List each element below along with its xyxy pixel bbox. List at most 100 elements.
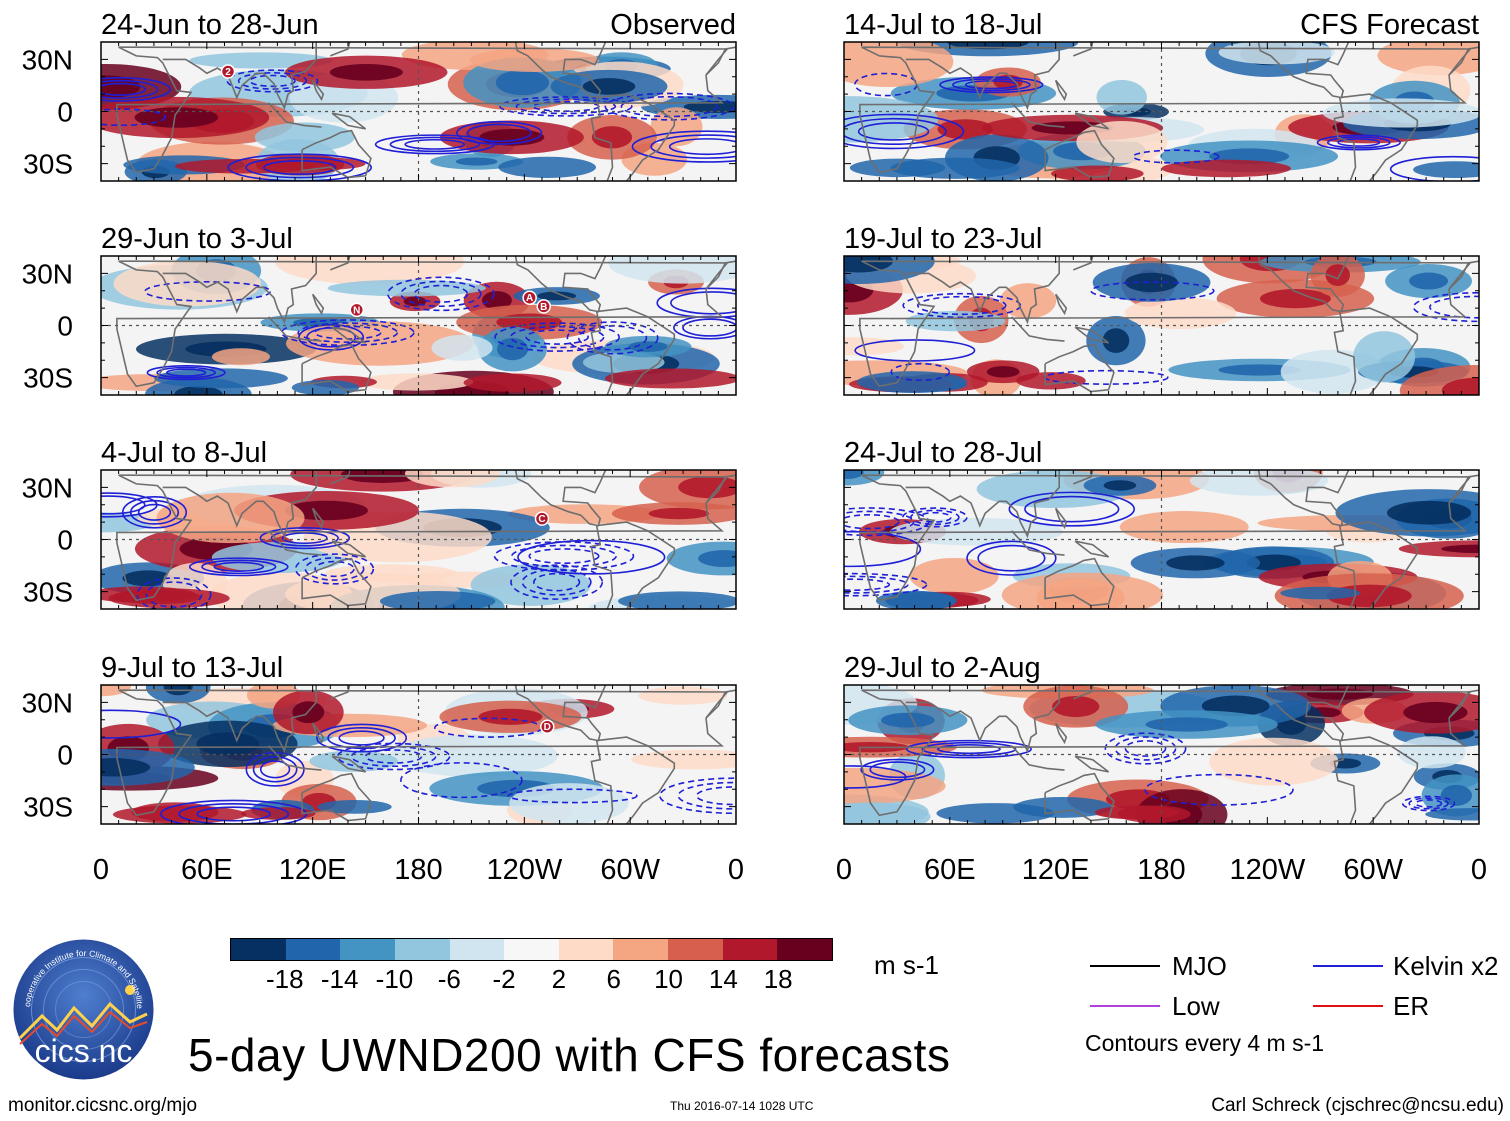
kelvin-contour <box>404 138 466 150</box>
anomaly-blob <box>509 783 629 824</box>
kelvin-contour <box>252 756 298 783</box>
panel-period-label: 19-Jul to 23-Jul <box>844 223 1042 255</box>
wind-field <box>844 685 1479 824</box>
anomaly-blob <box>285 321 474 366</box>
kelvin-contour <box>1316 134 1401 151</box>
coastline <box>116 689 729 817</box>
map-panel: D <box>100 684 737 825</box>
kelvin-contour <box>844 575 909 594</box>
kelvin-contour <box>1144 773 1294 806</box>
y-tick-label: 30N <box>22 687 73 718</box>
coastline <box>1054 79 1068 102</box>
anomaly-core <box>1441 377 1479 395</box>
kelvin-contour <box>316 723 408 753</box>
coastline <box>1044 557 1115 607</box>
storm-marker-label: 2 <box>225 67 231 78</box>
footer-url[interactable]: monitor.cicsnc.org/mjo <box>8 1095 198 1116</box>
y-tick-label: 30N <box>22 258 73 289</box>
y-tick-label: 30S <box>23 363 73 394</box>
anomaly-core <box>591 126 633 149</box>
kelvin-contour <box>270 529 339 547</box>
jet-feature <box>1094 805 1180 820</box>
coastline <box>1257 42 1350 99</box>
anomaly-blob <box>390 734 558 777</box>
anomaly-blob <box>469 48 600 72</box>
x-tick-label: 60E <box>181 854 233 886</box>
coastline <box>1074 326 1110 344</box>
storm-marker-label: D <box>544 722 551 733</box>
anomaly-core <box>101 758 151 777</box>
anomaly-blob <box>638 686 728 705</box>
anomaly-blob <box>431 334 493 361</box>
coastline <box>330 42 351 57</box>
kelvin-contour <box>507 788 638 804</box>
kelvin-contour <box>566 321 659 355</box>
coastline <box>331 112 367 130</box>
coastline <box>311 722 325 745</box>
kelvin-contour <box>952 78 1031 92</box>
jet-feature <box>1425 808 1479 821</box>
coastline <box>1074 540 1110 558</box>
colorbar-tick-label: 14 <box>708 964 738 994</box>
anomaly-core <box>122 570 174 587</box>
y-tick-label: 30S <box>23 792 73 823</box>
wind-field <box>844 470 1479 609</box>
coastline <box>596 736 676 824</box>
anomaly-core <box>1409 272 1449 290</box>
kelvin-contour <box>338 730 385 746</box>
kelvin-contour <box>136 577 212 609</box>
panel-period-label: 29-Jul to 2-Aug <box>844 652 1041 684</box>
colorbar-segment <box>722 939 778 960</box>
anomaly-blob <box>1353 331 1416 383</box>
kelvin-contour <box>165 368 207 377</box>
colorbar-segment <box>231 939 286 960</box>
storm-marker <box>540 719 555 734</box>
coastline <box>590 525 614 609</box>
coastline <box>1011 316 1065 342</box>
kelvin-contour <box>387 276 495 312</box>
anomaly-blob <box>631 749 736 770</box>
anomaly-core <box>1386 500 1472 525</box>
panel-period-label: 29-Jun to 3-Jul <box>101 223 293 255</box>
coastline <box>1339 93 1419 181</box>
coastline <box>705 689 736 719</box>
anomaly-blob <box>844 337 905 356</box>
colorbar-tick-label: 18 <box>763 964 793 994</box>
anomaly-core <box>174 386 223 395</box>
x-tick-label: 60W <box>600 854 660 886</box>
coastline <box>268 102 322 128</box>
anomaly-core <box>497 337 529 361</box>
coastline <box>1448 689 1479 719</box>
coastline <box>1339 521 1419 609</box>
x-tick-label: 60W <box>1343 854 1403 886</box>
storm-marker <box>220 64 236 79</box>
coastline <box>330 256 351 271</box>
colorbar-segment <box>340 939 395 960</box>
anomaly-blob <box>211 348 270 366</box>
coastline <box>331 326 367 344</box>
kelvin-contour <box>101 495 146 515</box>
colorbar-tick-label: -6 <box>437 964 461 994</box>
coastline <box>301 343 372 393</box>
kelvin-contour <box>314 560 355 578</box>
anomaly-blob <box>211 541 346 573</box>
anomaly-core <box>937 119 993 140</box>
kelvin-contour <box>515 98 617 115</box>
kelvin-contour <box>493 541 635 572</box>
legend-line-er <box>1313 1005 1383 1007</box>
colorbar-segment <box>504 939 559 960</box>
anomaly-core <box>455 157 498 166</box>
coastline <box>1333 97 1357 181</box>
kelvin-contour <box>297 322 399 343</box>
coastline <box>1333 525 1357 609</box>
anomaly-core <box>1102 328 1130 353</box>
legend-line-mjo <box>1090 965 1160 967</box>
y-tick-label: 30N <box>22 472 73 503</box>
kelvin-contour <box>939 76 1044 94</box>
jet-feature <box>890 157 1020 179</box>
kelvin-contour <box>517 539 666 575</box>
coastline <box>705 260 736 290</box>
anomaly-core <box>537 291 577 301</box>
coastline <box>1448 474 1479 504</box>
kelvin-contour <box>298 324 365 351</box>
